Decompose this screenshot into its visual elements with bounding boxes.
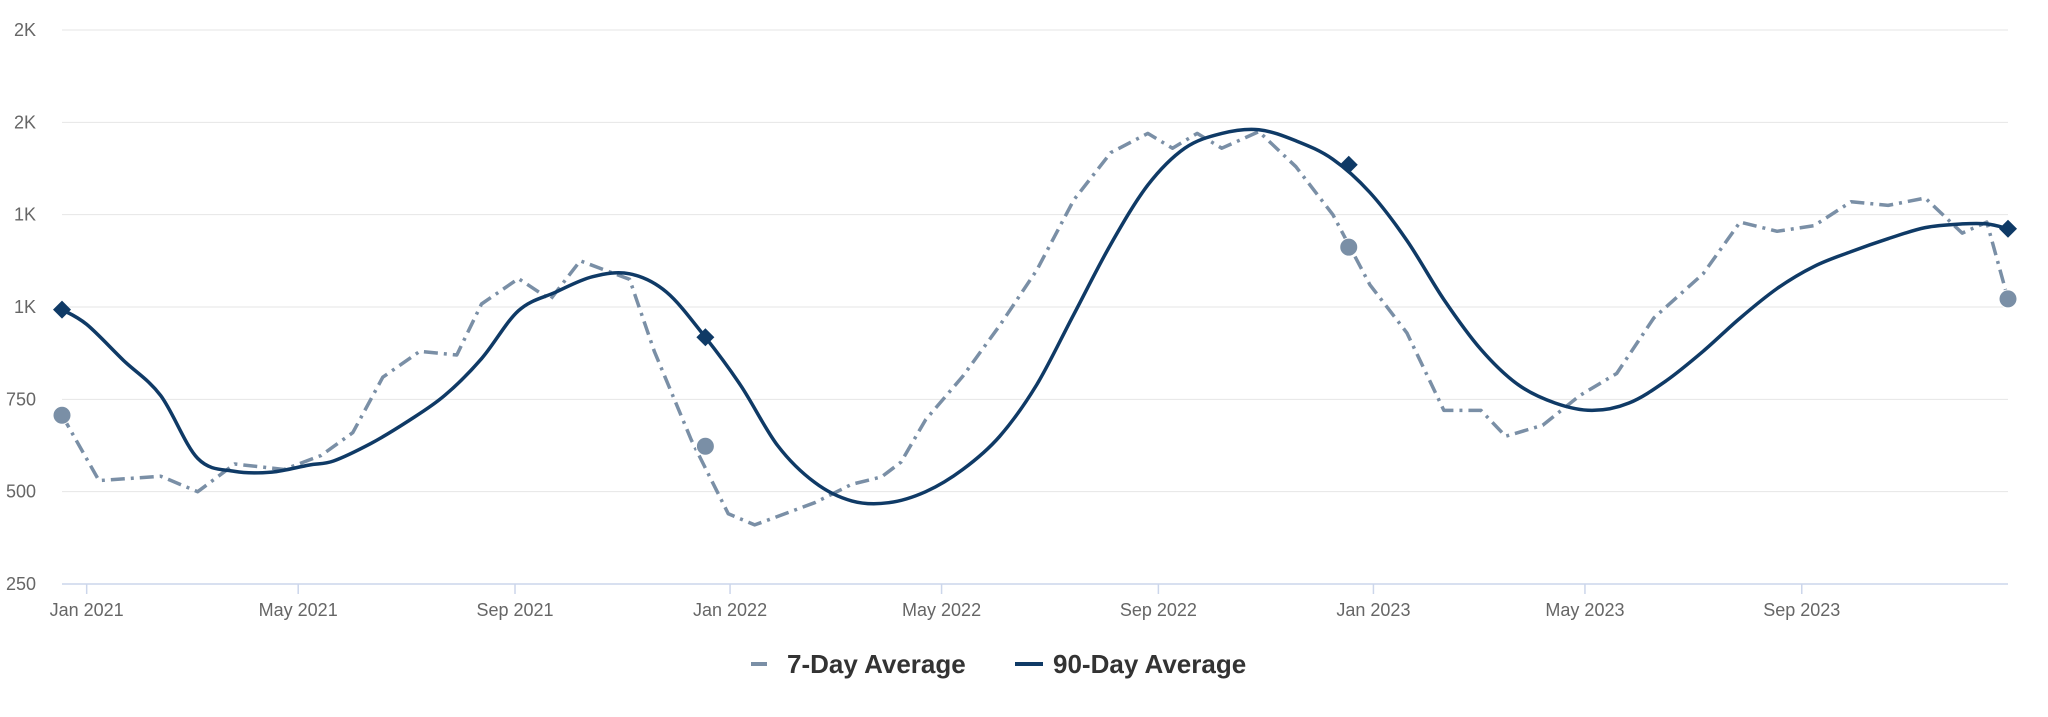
- marker-90-day-average[interactable]: [1999, 219, 2017, 238]
- x-tick-label: Jan 2022: [693, 600, 767, 620]
- x-tick-label: Sep 2022: [1120, 600, 1197, 620]
- marker-90-day-average[interactable]: [1339, 155, 1358, 174]
- x-axis-ticks: Jan 2021 May 2021 Sep 2021 Jan 2022 May 2022…: [50, 584, 1840, 620]
- y-tick-label: 250: [6, 574, 36, 594]
- x-tick-label: May 2023: [1545, 600, 1624, 620]
- y-tick-label: 1K: [14, 297, 36, 317]
- x-tick-label: Sep 2023: [1763, 600, 1840, 620]
- series-line-90-day-average: [60, 127, 2010, 506]
- marker-7-day-average[interactable]: [1998, 289, 2018, 309]
- marker-7-day-average[interactable]: [695, 436, 715, 456]
- legend: 7-Day Average 90-Day Average: [751, 649, 1246, 679]
- y-tick-label: 2K: [14, 20, 36, 40]
- x-tick-label: Jan 2021: [50, 600, 124, 620]
- legend-label-90-day-average: 90-Day Average: [1053, 649, 1246, 679]
- marker-7-day-average[interactable]: [52, 405, 72, 425]
- x-tick-label: May 2021: [259, 600, 338, 620]
- y-axis-tick-labels: 250 500 750 1K 1K 2K 2K: [6, 20, 36, 594]
- marker-90-day-average[interactable]: [696, 328, 715, 347]
- marker-90-day-average[interactable]: [53, 300, 71, 319]
- x-tick-label: May 2022: [902, 600, 981, 620]
- x-tick-label: Sep 2021: [476, 600, 553, 620]
- gridlines: [62, 29, 2008, 493]
- series-markers: [52, 155, 2018, 456]
- series-line-7-day-average: [60, 129, 2010, 527]
- legend-item-90-day-average[interactable]: 90-Day Average: [1015, 649, 1246, 679]
- y-tick-label: 500: [6, 482, 36, 502]
- series-lines: [60, 127, 2010, 527]
- legend-item-7-day-average[interactable]: 7-Day Average: [751, 649, 966, 679]
- legend-label-7-day-average: 7-Day Average: [787, 649, 966, 679]
- y-tick-label: 2K: [14, 112, 36, 132]
- x-tick-label: Jan 2023: [1336, 600, 1410, 620]
- marker-7-day-average[interactable]: [1339, 237, 1359, 257]
- y-tick-label: 1K: [14, 205, 36, 225]
- y-tick-label: 750: [6, 389, 36, 409]
